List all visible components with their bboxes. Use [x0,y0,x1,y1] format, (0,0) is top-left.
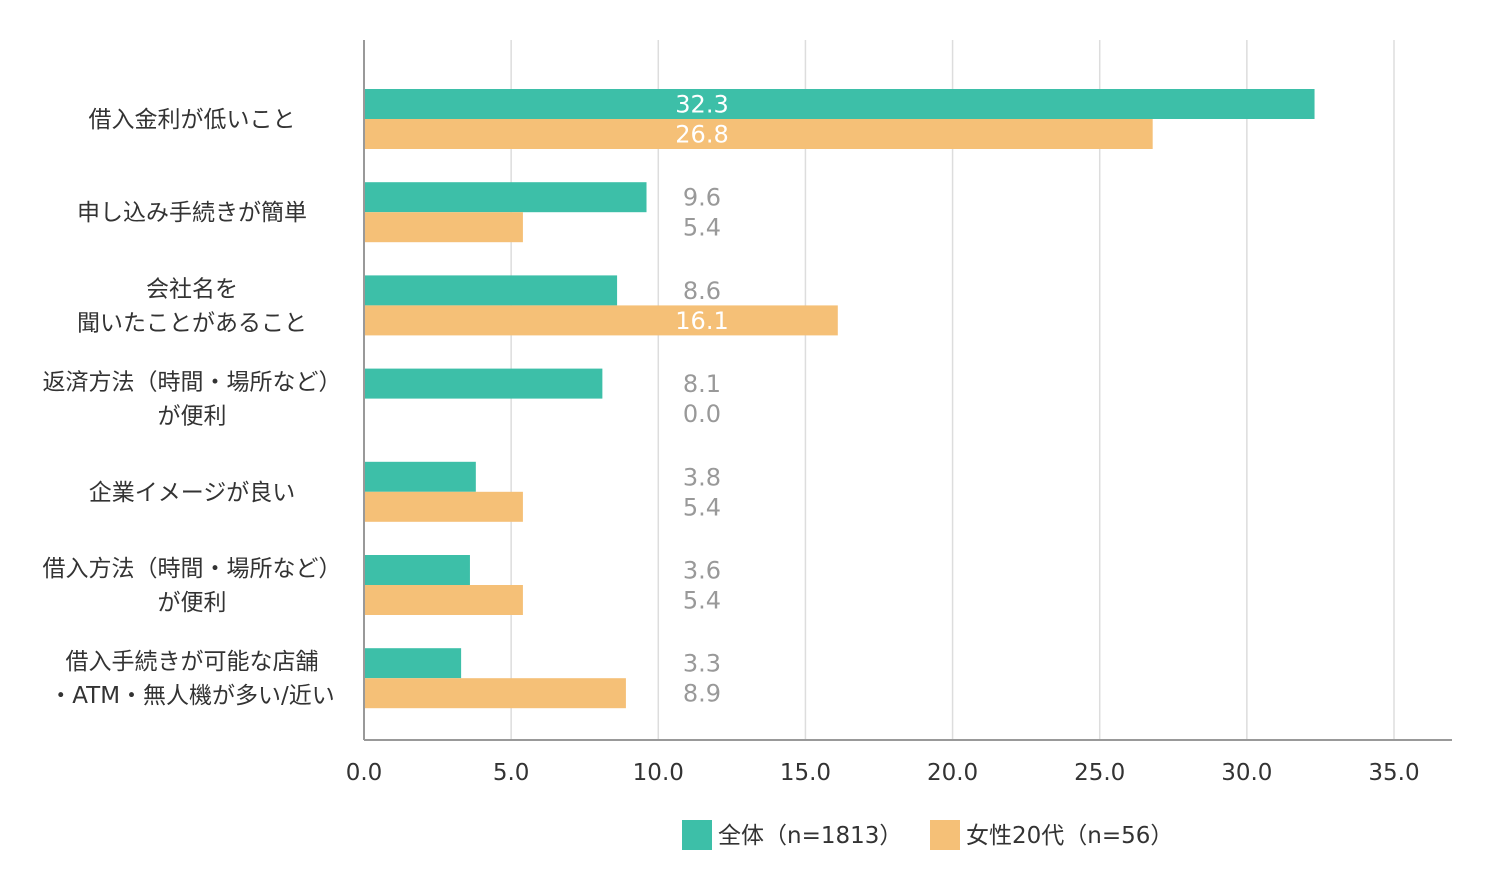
x-tick-label: 0.0 [346,760,383,786]
legend: 全体（n=1813） 女性20代（n=56） [682,820,1173,850]
data-label-series-1: 3.6 [683,557,721,585]
bar-series-1 [364,648,462,679]
bar-series-2 [364,305,838,336]
x-tick-label: 35.0 [1368,760,1419,786]
x-tick-label: 25.0 [1074,760,1125,786]
data-labels: 32.326.89.65.48.616.18.10.03.85.43.65.43… [675,91,728,708]
category-label: 企業イメージが良い [89,480,296,506]
data-label-series-2: 5.4 [683,493,721,521]
bar-series-1 [364,461,476,492]
bars [364,89,1315,709]
data-label-series-1: 9.6 [683,184,721,212]
bar-series-2 [364,212,523,243]
data-label-series-2: 0.0 [683,400,721,428]
bar-series-1 [364,182,647,213]
legend-label-series-2: 女性20代（n=56） [966,823,1173,849]
legend-swatch-series-1 [682,820,712,850]
x-tick-labels: 0.0 5.0 10.0 15.0 20.0 25.0 30.0 35.0 [346,760,1420,786]
bar-series-1 [364,275,618,306]
data-label-series-2: 5.4 [683,587,721,615]
category-label: 会社名を [146,276,238,302]
category-label: ・ATM・無人機が多い/近い [49,683,335,709]
bar-series-1 [364,555,470,585]
x-tick-label: 15.0 [780,760,831,786]
bar-series-2 [364,678,626,709]
data-label-series-2: 5.4 [683,214,721,242]
data-label-series-1: 3.3 [683,650,721,678]
category-label: 聞いたことがあること [77,310,307,336]
data-label-series-2: 16.1 [675,307,728,335]
category-label: が便利 [158,404,227,430]
data-label-series-1: 8.6 [683,277,721,305]
data-label-series-2: 8.9 [683,680,721,708]
data-label-series-1: 32.3 [675,91,728,119]
axes [363,40,1452,741]
data-label-series-1: 3.8 [683,463,721,491]
x-tick-label: 30.0 [1221,760,1272,786]
legend-swatch-series-2 [930,820,960,850]
category-label: 申し込み手続きが簡単 [77,200,307,226]
x-tick-label: 10.0 [633,760,684,786]
data-label-series-1: 8.1 [683,370,721,398]
bar-series-2 [364,491,523,522]
x-tick-label: 20.0 [927,760,978,786]
bar-series-1 [364,368,603,399]
category-labels: 借入金利が低いこと申し込み手続きが簡単会社名を聞いたことがあること返済方法（時間… [43,107,342,709]
category-label: 返済方法（時間・場所など） [43,370,342,396]
bar-series-1 [364,89,1315,119]
category-label: 借入手続きが可能な店舗 [66,649,319,675]
bar-series-2 [364,119,1153,149]
category-label: 借入金利が低いこと [89,107,296,133]
category-label: が便利 [158,590,227,616]
bar-series-2 [364,585,523,615]
legend-label-series-1: 全体（n=1813） [718,823,902,849]
gridlines [510,40,1395,740]
category-label: 借入方法（時間・場所など） [43,556,342,582]
data-label-series-2: 26.8 [675,121,728,149]
x-tick-label: 5.0 [493,760,530,786]
